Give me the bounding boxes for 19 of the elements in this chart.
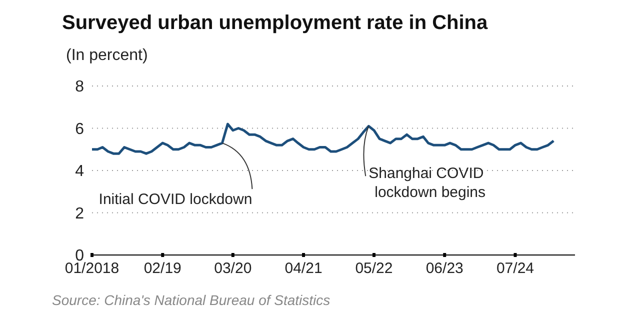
x-tick-label: 06/23 [426, 260, 464, 277]
x-tick-label: 03/20 [214, 260, 252, 277]
annotation-callout: Shanghai COVID lockdown begins [363, 126, 486, 202]
x-tick-label: 05/22 [355, 260, 393, 277]
y-tick-label: 6 [75, 120, 84, 138]
x-tick-label: 02/19 [144, 260, 182, 277]
y-tick-label: 8 [75, 78, 84, 96]
x-tick-label: 07/24 [496, 260, 534, 277]
annotation-callout: Initial COVID lockdown [98, 142, 253, 208]
chart-subtitle: (In percent) [66, 47, 148, 65]
y-tick-label: 2 [75, 205, 84, 222]
source-note: Source: China's National Bureau of Statistics [52, 292, 330, 308]
annotation: Initial COVID lockdown [98, 191, 252, 208]
x-tick-label: 04/21 [284, 260, 322, 277]
chart-title: Surveyed urban unemployment rate in China [62, 12, 488, 35]
x-tick-label: 01/2018 [64, 260, 120, 277]
y-tick-label: 4 [75, 163, 84, 180]
annotation: Shanghai COVID lockdown begins [368, 165, 486, 202]
line-series [92, 122, 555, 155]
